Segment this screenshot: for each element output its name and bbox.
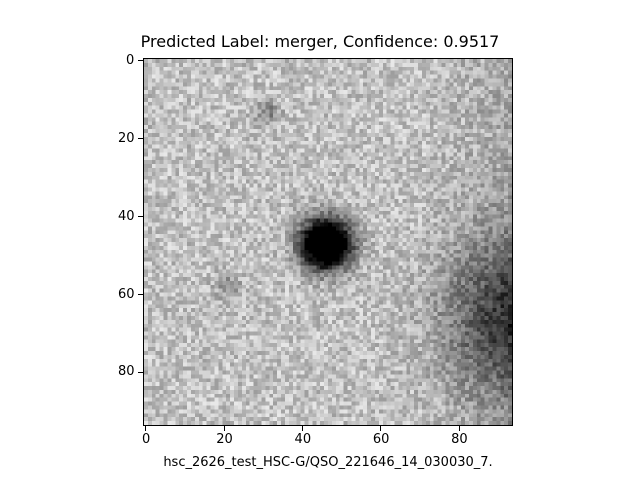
x-tick-label: 80 bbox=[451, 432, 468, 447]
x-tick-label: 60 bbox=[372, 432, 390, 447]
x-tick-label: 0 bbox=[141, 432, 151, 447]
y-tick-mark bbox=[138, 216, 143, 218]
x-tick-label: 20 bbox=[216, 432, 233, 447]
y-tick-label: 60 bbox=[118, 286, 135, 302]
y-tick-label: 40 bbox=[118, 208, 135, 224]
plot-title: Predicted Label: merger, Confidence: 0.9… bbox=[140, 32, 500, 51]
x-tick-mark bbox=[458, 426, 460, 431]
x-tick-mark bbox=[380, 426, 382, 431]
galaxy-image bbox=[144, 59, 512, 425]
x-axis-label: hsc_2626_test_HSC-G/QSO_221646_14_030030… bbox=[163, 455, 493, 470]
y-tick-mark bbox=[138, 138, 143, 140]
y-tick-label: 0 bbox=[126, 52, 135, 68]
x-tick-mark bbox=[145, 426, 147, 431]
x-tick-mark bbox=[302, 426, 304, 431]
x-tick-label: 40 bbox=[294, 432, 312, 447]
y-tick-mark bbox=[138, 60, 143, 62]
y-tick-label: 80 bbox=[118, 364, 135, 380]
y-tick-label: 20 bbox=[118, 130, 135, 146]
y-tick-mark bbox=[138, 371, 143, 373]
x-tick-mark bbox=[223, 426, 225, 431]
y-tick-mark bbox=[138, 294, 143, 296]
